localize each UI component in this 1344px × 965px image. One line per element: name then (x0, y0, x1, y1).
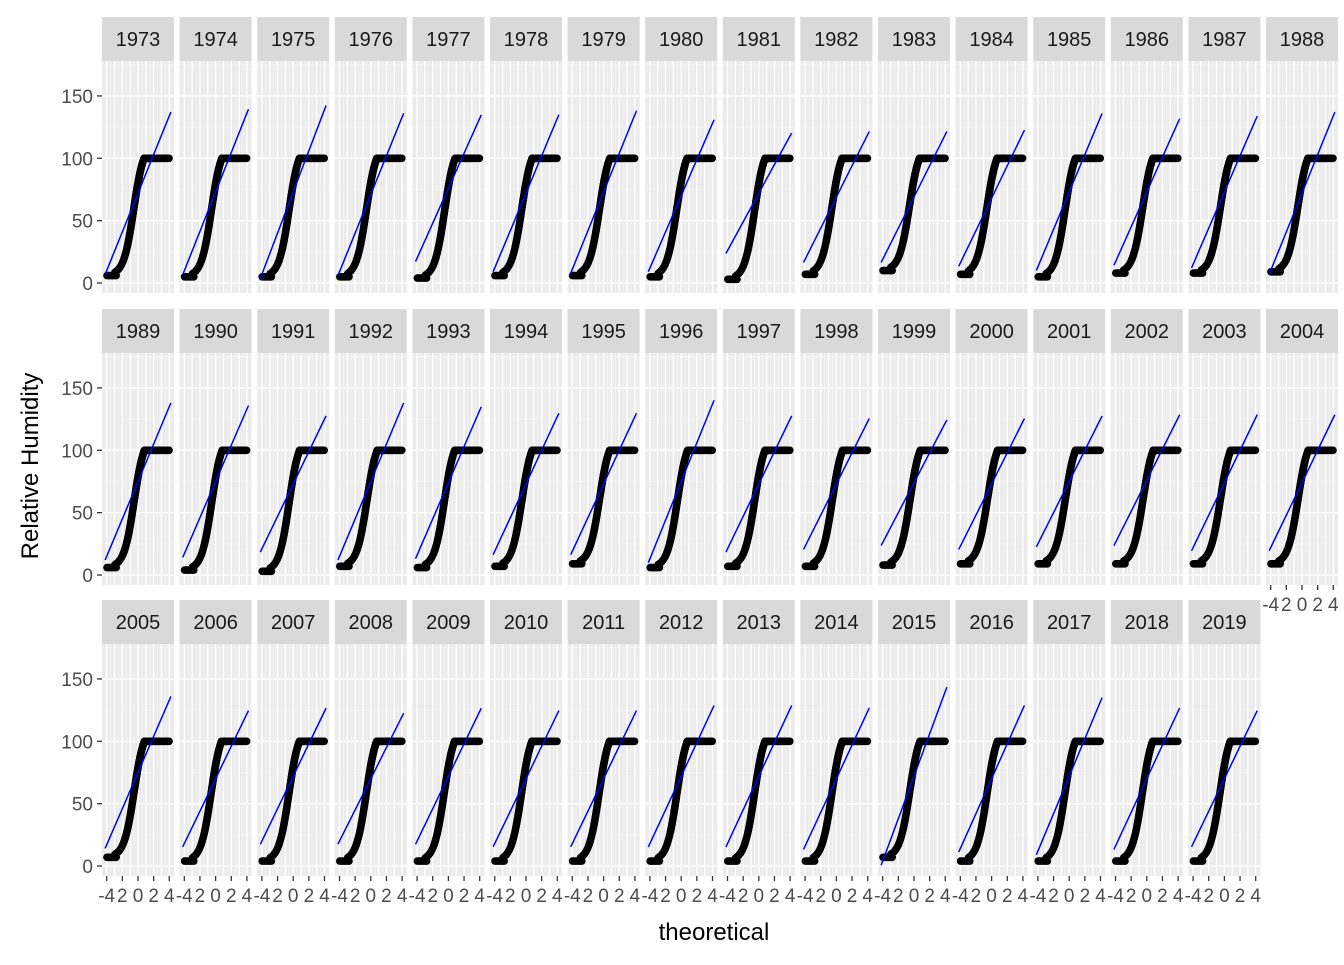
facet-panel-1984: 1984 (956, 17, 1028, 314)
facet-strip-label: 1994 (504, 321, 549, 343)
facet-panel-1994: 1994 (490, 309, 562, 606)
facet-strip-label: 1984 (969, 29, 1014, 51)
facet-strip-label: 1990 (193, 321, 238, 343)
facet-strip-label: 1999 (892, 321, 937, 343)
facet-strip-label: 1988 (1280, 29, 1325, 51)
data-point (491, 562, 508, 570)
data-point (491, 272, 508, 280)
facet-panel-1986: 1986 (1111, 17, 1183, 314)
data-point (181, 566, 198, 574)
facet-strip-label: 1975 (271, 29, 316, 51)
facet-panel-1996: 1996 (645, 309, 717, 606)
facet-panel-1987: 1987 (1188, 17, 1260, 314)
facet-panel-1997: 1997 (723, 309, 795, 606)
facet-strip-label: 1981 (737, 29, 782, 51)
facet-strip-label: 1985 (1047, 29, 1092, 51)
data-point (151, 446, 173, 454)
data-point (461, 154, 483, 162)
data-point (414, 564, 431, 572)
facet-strip-label: 1991 (271, 321, 316, 343)
data-point (383, 446, 405, 454)
data-point (1190, 269, 1207, 277)
data-point (802, 562, 819, 570)
facet-panel-1999: 1999 (878, 309, 950, 606)
panels-layer: 1973 1974 1975 1976 1977 1978 1979 1980 1981 1982… (102, 17, 1338, 897)
data-point (724, 275, 741, 283)
data-point (771, 154, 793, 162)
facet-panel-1978: 1978 (490, 17, 562, 314)
data-point (228, 154, 250, 162)
facet-strip-label: 1973 (116, 29, 161, 51)
facet-panel-1992: 1992 (335, 309, 407, 606)
data-point (1112, 269, 1129, 277)
facet-strip-label: 1977 (426, 29, 471, 51)
facet-panel-1977: 1977 (412, 17, 484, 314)
data-point (724, 562, 741, 570)
data-point (802, 270, 819, 278)
data-point (336, 562, 353, 570)
facet-panel-1991: 1991 (257, 309, 329, 606)
facet-panel-1983: 1983 (878, 17, 950, 314)
data-point (258, 567, 275, 575)
facet-panel-1975: 1975 (257, 17, 329, 314)
facet-panel-1973: 1973 (102, 17, 174, 314)
facet-panel-1995: 1995 (568, 309, 640, 606)
facet-panel-1980: 1980 (645, 17, 717, 314)
facet-panel-1974: 1974 (180, 17, 252, 314)
facet-strip-label: 1987 (1202, 29, 1247, 51)
facet-panel-1989: 1989 (102, 309, 174, 606)
data-point (103, 564, 120, 572)
facet-strip-label: 1993 (426, 321, 471, 343)
facet-panel-1990: 1990 (180, 309, 252, 606)
facet-panel-1985: 1985 (1033, 17, 1105, 314)
data-point (306, 154, 328, 162)
data-point (228, 446, 250, 454)
data-point (616, 154, 638, 162)
data-point (694, 446, 716, 454)
facet-strip-label: 1998 (814, 321, 859, 343)
facet-panel-1988: 1988 (1266, 17, 1338, 314)
data-point (646, 564, 663, 572)
data-point (879, 267, 896, 275)
facet-strip-label: 1983 (892, 29, 937, 51)
data-point (414, 274, 431, 282)
facet-strip-label: 1997 (737, 321, 782, 343)
facet-panel-1979: 1979 (568, 17, 640, 314)
facet-panel-1981: 1981 (723, 17, 795, 314)
facet-strip-label: 1986 (1125, 29, 1170, 51)
data-point (849, 154, 871, 162)
data-point (569, 560, 586, 568)
data-point (1034, 273, 1051, 281)
data-point (927, 154, 949, 162)
facet-strip-label: 1992 (349, 321, 394, 343)
data-point (1004, 154, 1026, 162)
facet-panel-1998: 1998 (800, 309, 872, 606)
data-point (957, 270, 974, 278)
facet-strip-label: 1979 (581, 29, 626, 51)
facet-panel-1993: 1993 (412, 309, 484, 606)
facet-panel-1976: 1976 (335, 17, 407, 314)
data-point (646, 273, 663, 281)
facet-strip-label: 1976 (349, 29, 394, 51)
facet-strip-label: 1995 (581, 321, 626, 343)
facet-strip-label: 1982 (814, 29, 859, 51)
facet-strip-label: 1978 (504, 29, 549, 51)
facet-strip-label: 1980 (659, 29, 704, 51)
facet-panel-1982: 1982 (800, 17, 872, 314)
facet-strip-label: 1989 (116, 321, 161, 343)
facet-strip-label: 1996 (659, 321, 704, 343)
facet-strip-label: 1974 (193, 29, 238, 51)
